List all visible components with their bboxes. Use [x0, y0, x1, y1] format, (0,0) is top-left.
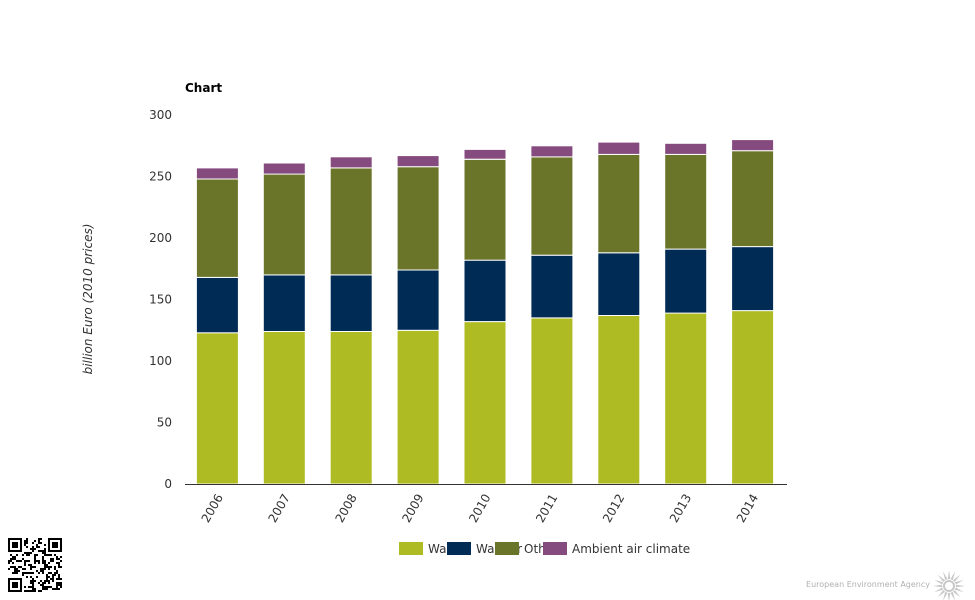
bar-segment-2010-series-2: [463, 158, 507, 261]
y-tick-label: 300: [149, 108, 172, 122]
x-tick-label: 2007: [266, 492, 293, 525]
x-tick-label: 2012: [600, 492, 627, 525]
chart-title: Chart: [185, 81, 223, 95]
legend-label: Oth: [524, 542, 546, 556]
bar-segment-2014-series-3: [731, 139, 775, 152]
bar-segment-2014-series-0: [731, 310, 775, 485]
qr-code-icon: [8, 538, 62, 592]
y-tick-label: 250: [149, 170, 172, 184]
bar-segment-2012-series-3: [597, 141, 641, 155]
x-tick-label: 2014: [734, 492, 761, 525]
bar-segment-2013-series-0: [664, 312, 708, 485]
bar-segment-2011-series-0: [530, 317, 574, 485]
bar-segment-2010-series-3: [463, 148, 507, 160]
legend-label: Wa: [428, 542, 446, 556]
bar-segment-2009-series-2: [396, 166, 440, 271]
y-tick-label: 0: [164, 477, 172, 491]
y-tick-label: 150: [149, 293, 172, 307]
bar-segment-2006-series-2: [195, 178, 239, 278]
y-tick-label: 100: [149, 354, 172, 368]
eea-brand-text: European Environment Agency: [806, 580, 930, 589]
bar-segment-2014-series-2: [731, 150, 775, 248]
x-tick-label: 2006: [199, 492, 226, 525]
bar-segment-2014-series-1: [731, 246, 775, 312]
legend-label: Wa: [476, 542, 494, 556]
legend-label: Ambient air climate: [572, 542, 690, 556]
bar-segment-2011-series-2: [530, 156, 574, 256]
legend-swatch: [543, 542, 567, 555]
bar-segment-2007-series-1: [262, 274, 306, 332]
bar-segment-2013-series-1: [664, 248, 708, 314]
x-tick-label: 2009: [399, 492, 426, 525]
bar-segment-2007-series-0: [262, 331, 306, 485]
bar-segment-2006-series-0: [195, 332, 239, 485]
bar-segment-2008-series-3: [329, 156, 373, 169]
y-tick-label: 50: [157, 416, 172, 430]
bar-segment-2007-series-2: [262, 173, 306, 276]
legend: terWaWaOthAmbient air climate: [399, 542, 690, 556]
bar-segment-2012-series-0: [597, 315, 641, 485]
legend-swatch: [447, 542, 471, 555]
bar-segment-2012-series-1: [597, 252, 641, 317]
bar-segment-2009-series-0: [396, 329, 440, 485]
bar-segment-2011-series-1: [530, 254, 574, 319]
x-tick-label: 2011: [533, 492, 560, 525]
bar-segment-2010-series-1: [463, 259, 507, 323]
x-tick-label: 2013: [667, 492, 694, 525]
bar-segment-2009-series-3: [396, 155, 440, 168]
bar-segment-2006-series-3: [195, 167, 239, 180]
y-tick-label: 200: [149, 231, 172, 245]
bar-segment-2013-series-2: [664, 153, 708, 250]
bar-segment-2006-series-1: [195, 276, 239, 334]
bar-segment-2008-series-1: [329, 274, 373, 332]
bar-segment-2013-series-3: [664, 142, 708, 155]
legend-swatch: [399, 542, 423, 555]
legend-swatch: [495, 542, 519, 555]
eea-logo-icon: [933, 570, 965, 600]
x-axis: 2006 2007 2008 2009 2010 2011 2012 2013 2014: [185, 484, 787, 525]
bar-segment-2012-series-2: [597, 153, 641, 254]
bar-segment-2009-series-1: [396, 269, 440, 331]
bar-segment-2008-series-2: [329, 167, 373, 276]
x-tick-label: 2010: [466, 492, 493, 525]
bar-segment-2007-series-3: [262, 162, 306, 175]
bar-segment-2008-series-0: [329, 331, 373, 485]
bar-segment-2011-series-3: [530, 145, 574, 158]
x-tick-label: 2008: [332, 492, 359, 525]
bars-group: [195, 139, 775, 485]
y-axis: 0 50 100 150 200 250 300: [149, 108, 172, 491]
y-axis-label: billion Euro (2010 prices): [81, 224, 95, 375]
bar-segment-2010-series-0: [463, 321, 507, 485]
